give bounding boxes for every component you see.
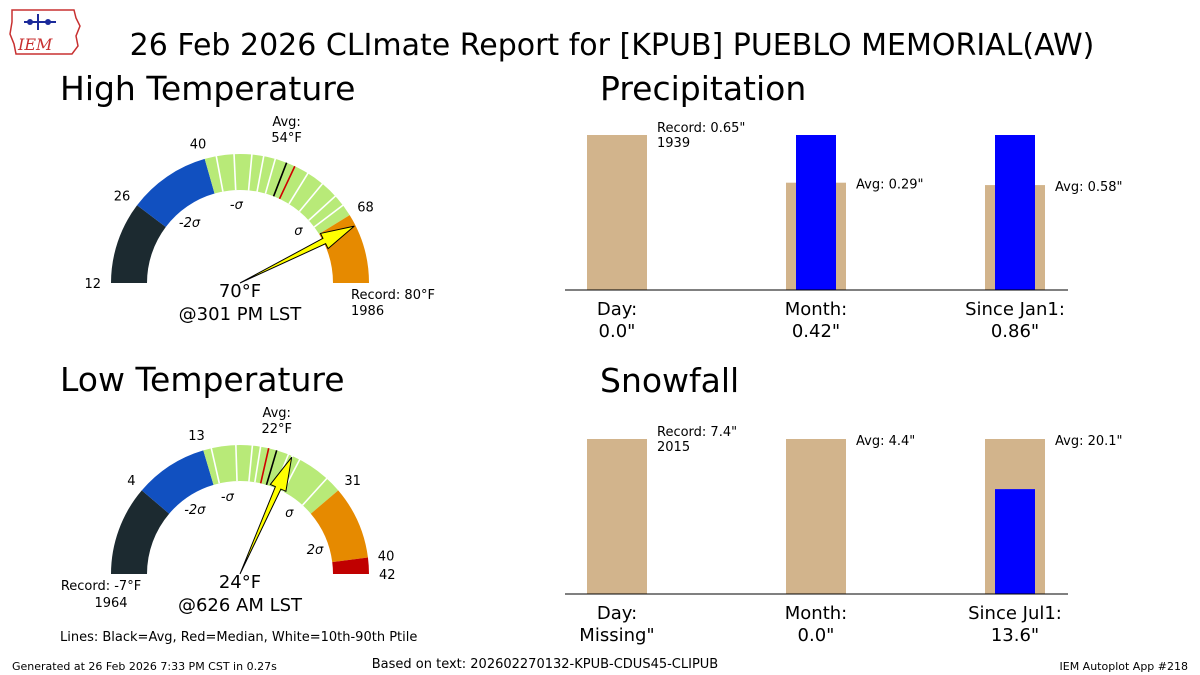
bar-annotation: Record: 0.65" [657,121,745,136]
bar-annotation: Avg: 0.58" [1055,180,1123,195]
record-label: Record: 80°F [351,288,435,303]
gauge-segment [111,490,170,574]
category-value: 0.86" [991,321,1039,342]
percentile-line [301,477,328,506]
precipitation-chart: Precipitation Day:0.0" Month:0.42" Since Ja… [565,69,1123,342]
gauge-tick-label: 68 [357,201,374,216]
observed-time: @301 PM LST [179,304,303,325]
avg-value-label: 54°F [271,131,302,146]
low-temperature-gauge: Low Temperature 4 13 31 40 42 -2σ -σ σ 2σ Avg:22°F… [60,360,396,616]
page-title: 26 Feb 2026 CLImate Report for [KPUB] PU… [130,28,1095,63]
avg-value-label: 22°F [261,422,292,437]
avg-label: Avg: [272,115,300,130]
footer-source: Based on text: 202602270132-KPUB-CDUS45-… [372,657,718,672]
observed-value: 24°F [219,572,261,593]
gauge-title: Low Temperature [60,360,345,399]
record-year: 1964 [94,596,127,611]
observed-bar [995,135,1035,290]
gauge-segment [141,450,214,514]
percentile-line [248,444,254,482]
avg-line [272,162,288,197]
sigma-label: -σ [230,198,244,213]
gauge-segment [111,205,166,283]
gauge-segment [310,490,368,563]
bar-annotation: 1939 [657,136,690,151]
percentile-line [235,444,238,482]
percentile-line [233,153,237,191]
median-line [278,165,296,200]
percentile-line [264,157,277,194]
observed-bar [995,489,1035,594]
category-label: Day: [597,603,637,624]
sigma-label: σ [285,506,294,521]
gauge-tick-label: 40 [378,549,395,564]
record-label: Record: -7°F [61,579,141,594]
category-value: 0.42" [792,321,840,342]
category-label: Day: [597,299,637,320]
median-line [259,448,270,484]
observed-needle [239,225,355,284]
iem-logo: IEM [8,6,82,58]
percentile-line [247,153,253,191]
sigma-label: -σ [221,490,235,505]
logo-text: IEM [17,35,53,54]
percentile-line [313,204,345,228]
percentile-line [210,447,221,484]
sigma-label: -2σ [179,216,201,231]
gauge-tick-label: 12 [84,277,101,292]
gauge-segment [137,158,215,227]
percentile-line [254,445,262,483]
record-avg-bar [786,439,846,594]
record-year: 1986 [351,304,384,319]
category-label: Since Jan1: [965,299,1065,320]
footer-app: IEM Autoplot App #218 [1060,660,1189,673]
percentile-line [256,155,265,192]
sigma-label: -2σ [184,503,206,518]
avg-label: Avg: [262,406,290,421]
gauge-tick-label: 13 [188,429,205,444]
bar-annotation: 2015 [657,440,690,455]
observed-time: @626 AM LST [178,595,303,616]
category-label: Month: [785,299,847,320]
snowfall-chart: Snowfall Day:Missing" Month:0.0" Since Jul1… [565,361,1123,646]
gauge-tick-label: 4 [127,474,135,489]
gauge-tick-label: 26 [114,190,131,205]
percentile-line [308,194,337,221]
footer-generated: Generated at 26 Feb 2026 7:33 PM CST in … [12,660,277,673]
category-value: Missing" [579,625,654,646]
gauge-tick-label: 31 [344,474,361,489]
sigma-label: σ [294,224,303,239]
gauge-tick-label: 42 [379,568,396,583]
bar-annotation: Avg: 0.29" [856,178,924,193]
gauge-segment [204,154,350,235]
record-avg-bar [587,135,647,290]
legend-note: Lines: Black=Avg, Red=Median, White=10th… [60,630,417,645]
record-avg-bar [587,439,647,594]
gauge-tick-label: 40 [190,138,207,153]
bar-annotation: Record: 7.4" [657,425,737,440]
category-label: Month: [785,603,847,624]
avg-line [265,450,278,486]
percentile-line [288,172,310,205]
chart-title: Snowfall [600,361,739,400]
observed-needle [239,456,293,575]
percentile-line [215,155,224,192]
category-label: Since Jul1: [968,603,1062,624]
gauge-title: High Temperature [60,69,355,108]
observed-bar [796,135,836,290]
gauge-segment [332,557,369,574]
bar-annotation: Avg: 4.4" [856,434,915,449]
category-value: 0.0" [599,321,636,342]
category-value: 0.0" [798,625,835,646]
category-value: 13.6" [991,625,1039,646]
observed-value: 70°F [219,281,261,302]
chart-title: Precipitation [600,69,806,108]
percentile-line [298,182,324,212]
sigma-label: 2σ [307,543,324,558]
high-temperature-gauge: High Temperature 12 26 40 68 -2σ -σ σ Avg:54°F 70… [60,69,435,325]
bar-annotation: Avg: 20.1" [1055,434,1123,449]
